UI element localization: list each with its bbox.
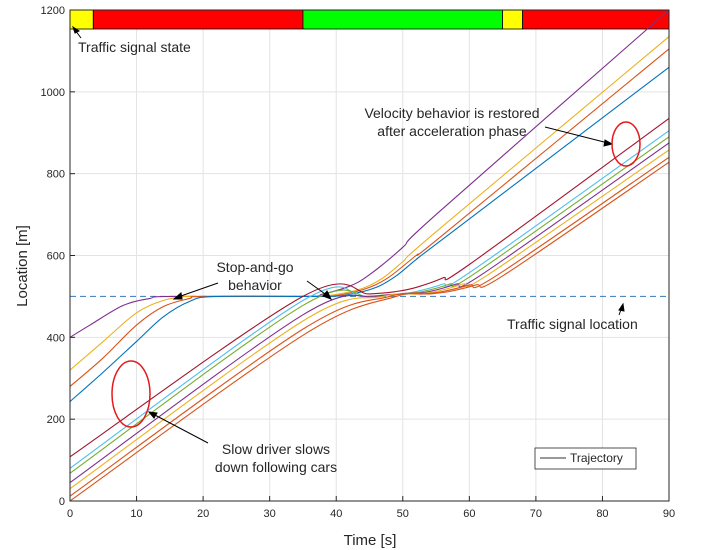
arrow-velocity — [544, 126, 609, 144]
signal-phase-yellow — [502, 9, 523, 30]
y-tick-label: 1000 — [41, 87, 65, 99]
x-tick-label: 90 — [663, 508, 675, 520]
x-tick-label: 40 — [330, 508, 342, 520]
trajectory-line-5 — [70, 117, 669, 458]
trajectory-line-3 — [70, 48, 669, 387]
grid — [69, 9, 670, 502]
x-tick-label: 50 — [397, 508, 409, 520]
x-tick-label: 20 — [197, 508, 209, 520]
y-tick-labels: 0 200 400 600 800 1000 1200 — [41, 5, 75, 508]
arrow-velocity-head — [603, 139, 614, 147]
y-tick-label: 1200 — [41, 5, 65, 17]
x-tick-label: 60 — [463, 508, 475, 520]
y-tick-label: 400 — [47, 332, 65, 344]
x-tick-label: 80 — [596, 508, 608, 520]
annotation-signal-state: Traffic signal state — [78, 39, 191, 55]
annotation-slow-driver-line1: Slow driver slows — [222, 441, 330, 457]
arrow-slow-driver-head — [147, 411, 158, 419]
signal-phase-yellow — [69, 9, 94, 30]
trajectory-line-8 — [70, 142, 669, 484]
signal-phase-red — [92, 9, 304, 30]
signal-phase-green — [302, 9, 504, 30]
legend-box — [534, 447, 637, 470]
annotation-stop-go-line2: behavior — [228, 277, 282, 293]
y-tick-label: 0 — [59, 496, 65, 508]
x-tick-label: 0 — [67, 508, 73, 520]
x-tick-label: 10 — [130, 508, 142, 520]
x-tick-label: 30 — [264, 508, 276, 520]
legend-entry-trajectory: Trajectory — [570, 451, 623, 465]
y-tick-label: 600 — [47, 251, 65, 263]
annotation-stop-go-line1: Stop-and-go — [216, 259, 293, 275]
x-tick-labels: 0 10 20 30 40 50 60 70 80 90 — [67, 496, 675, 520]
annotation-velocity-line1: Velocity behavior is restored — [364, 105, 539, 121]
arrow-signal-state-head — [72, 25, 80, 34]
trajectory-line-11 — [70, 161, 669, 501]
annotation-signal-location: Traffic signal location — [507, 316, 638, 332]
y-tick-label: 200 — [47, 414, 65, 426]
arrow-stop-go-right-head — [322, 290, 333, 300]
highlight-circle-velocity — [611, 121, 641, 167]
annotation-arrows — [72, 25, 625, 444]
annotation-velocity-line2: after acceleration phase — [377, 123, 527, 139]
signal-phase-red — [522, 9, 670, 30]
x-tick-label: 70 — [530, 508, 542, 520]
y-tick-label: 800 — [47, 169, 65, 181]
y-axis-label: Location [m] — [14, 225, 31, 307]
arrow-stop-go-left — [177, 282, 219, 298]
x-axis-label: Time [s] — [344, 532, 397, 549]
trajectory-series — [70, 10, 669, 501]
arrow-slow-driver — [152, 413, 209, 444]
trajectory-line-10 — [70, 156, 669, 497]
highlight-circle-slow-driver — [111, 360, 151, 428]
trajectory-line-1 — [70, 10, 669, 338]
arrow-signal-location-head — [618, 302, 625, 312]
trajectory-line-4 — [70, 66, 669, 402]
arrow-stop-go-left-head — [172, 292, 183, 300]
annotation-slow-driver-line2: down following cars — [215, 459, 337, 475]
legend: Trajectory — [534, 447, 637, 470]
traffic-signal-state-bar — [69, 9, 670, 30]
